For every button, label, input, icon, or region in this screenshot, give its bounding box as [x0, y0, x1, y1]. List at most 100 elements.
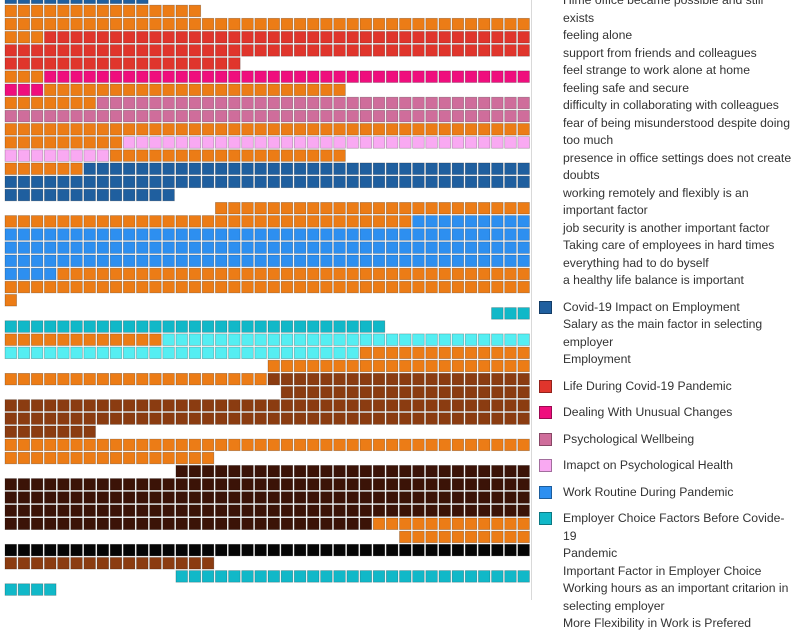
- waffle-cell-dark_brown: [44, 491, 57, 504]
- waffle-cell-orange: [386, 17, 399, 31]
- waffle-cell-red: [109, 31, 123, 44]
- waffle-cell-brown: [372, 412, 386, 425]
- waffle-cell-mauve: [17, 109, 31, 123]
- waffle-cell-mauve: [464, 109, 478, 123]
- waffle-cell-brown: [425, 373, 438, 386]
- waffle-cell-dark_brown: [491, 504, 504, 517]
- waffle-cell-mauve: [267, 109, 280, 123]
- waffle-cell-orange: [372, 267, 386, 281]
- waffle-cell-dark_brown: [412, 465, 425, 478]
- waffle-cell-dark_brown: [464, 465, 478, 478]
- waffle-cell-dark_brown: [122, 517, 136, 530]
- waffle-cell-orange: [346, 280, 359, 294]
- waffle-cell-orange: [83, 83, 96, 97]
- waffle-cell-dark_brown: [17, 504, 31, 517]
- waffle-cell-magenta: [451, 70, 465, 83]
- waffle-cell-magenta: [149, 70, 162, 83]
- waffle-cell-orange: [412, 530, 425, 544]
- waffle-cell-red: [372, 44, 386, 57]
- waffle-cell-orange: [478, 202, 491, 215]
- waffle-cell-orange: [451, 202, 465, 215]
- waffle-cell-dark_brown: [175, 491, 188, 504]
- waffle-cell-teal: [333, 320, 346, 333]
- waffle-cell-orange: [451, 123, 465, 136]
- waffle-cell-blue: [201, 228, 215, 241]
- waffle-cell-orange: [4, 373, 17, 386]
- waffle-cell-orange: [215, 438, 228, 452]
- waffle-cell-orange: [293, 267, 307, 281]
- waffle-cell-orange: [228, 280, 241, 294]
- waffle-cell-dark_brown: [162, 517, 175, 530]
- waffle-cell-mauve: [504, 109, 517, 123]
- waffle-cell-orange: [215, 202, 228, 215]
- waffle-cell-brown: [122, 399, 136, 412]
- waffle-cell-teal: [188, 320, 202, 333]
- waffle-cell-orange: [17, 31, 31, 44]
- waffle-cell-orange: [451, 280, 465, 294]
- waffle-cell-orange: [162, 4, 175, 18]
- waffle-cell-brown: [438, 399, 451, 412]
- waffle-cell-cyan: [280, 346, 294, 359]
- waffle-cell-teal: [241, 570, 254, 583]
- waffle-cell-red: [412, 31, 425, 44]
- waffle-cell-dark_brown: [280, 504, 294, 517]
- waffle-cell-dark_blue: [149, 175, 162, 189]
- waffle-cell-dark_brown: [241, 491, 254, 504]
- waffle-cell-brown: [464, 386, 478, 399]
- waffle-cell-brown: [228, 399, 241, 412]
- waffle-cell-orange: [412, 346, 425, 359]
- waffle-cell-orange: [4, 70, 17, 83]
- waffle-cell-orange: [70, 280, 83, 294]
- waffle-cell-red: [122, 31, 136, 44]
- waffle-cell-dark_brown: [307, 465, 320, 478]
- waffle-cell-orange: [438, 267, 451, 281]
- waffle-cell-orange: [254, 373, 267, 386]
- waffle-cell-dark_brown: [412, 478, 425, 491]
- waffle-cell-orange: [491, 438, 504, 452]
- waffle-cell-cyan: [228, 346, 241, 359]
- waffle-cell-brown: [267, 412, 280, 425]
- waffle-cell-orange: [175, 149, 188, 162]
- waffle-cell-orange: [517, 346, 530, 359]
- waffle-cell-red: [188, 44, 202, 57]
- waffle-cell-orange: [4, 333, 17, 346]
- waffle-cell-dark_blue: [491, 175, 504, 189]
- waffle-cell-blue: [333, 254, 346, 267]
- waffle-cell-mauve: [451, 109, 465, 123]
- waffle-cell-orange: [228, 83, 241, 97]
- waffle-cell-teal: [293, 320, 307, 333]
- waffle-cell-cyan: [17, 346, 31, 359]
- waffle-cell-magenta: [399, 70, 412, 83]
- waffle-cell-dark_brown: [346, 517, 359, 530]
- waffle-cell-blue: [188, 254, 202, 267]
- waffle-svg: [4, 0, 530, 596]
- waffle-cell-blue: [4, 228, 17, 241]
- waffle-cell-black: [372, 543, 386, 557]
- waffle-cell-brown: [491, 373, 504, 386]
- waffle-cell-orange: [438, 530, 451, 544]
- waffle-cell-black: [96, 543, 110, 557]
- waffle-cell-dark_brown: [254, 504, 267, 517]
- waffle-cell-brown: [280, 412, 294, 425]
- waffle-cell-black: [307, 543, 320, 557]
- waffle-cell-black: [4, 543, 17, 557]
- waffle-cell-orange: [136, 333, 149, 346]
- waffle-cell-orange: [438, 123, 451, 136]
- waffle-cell-dark_blue: [162, 175, 175, 189]
- waffle-cell-blue: [412, 228, 425, 241]
- waffle-cell-red: [136, 57, 149, 70]
- waffle-cell-brown: [386, 386, 399, 399]
- waffle-cell-brown: [175, 399, 188, 412]
- waffle-cell-pink: [451, 136, 465, 149]
- waffle-cell-red: [280, 44, 294, 57]
- waffle-cell-orange: [293, 149, 307, 162]
- waffle-cell-dark_blue: [17, 188, 31, 202]
- waffle-cell-brown: [399, 412, 412, 425]
- waffle-cell-orange: [149, 123, 162, 136]
- waffle-cell-dark_brown: [215, 504, 228, 517]
- waffle-cell-cyan: [504, 333, 517, 346]
- waffle-cell-red: [293, 31, 307, 44]
- waffle-cell-magenta: [188, 70, 202, 83]
- waffle-cell-orange: [307, 267, 320, 281]
- waffle-cell-blue: [70, 254, 83, 267]
